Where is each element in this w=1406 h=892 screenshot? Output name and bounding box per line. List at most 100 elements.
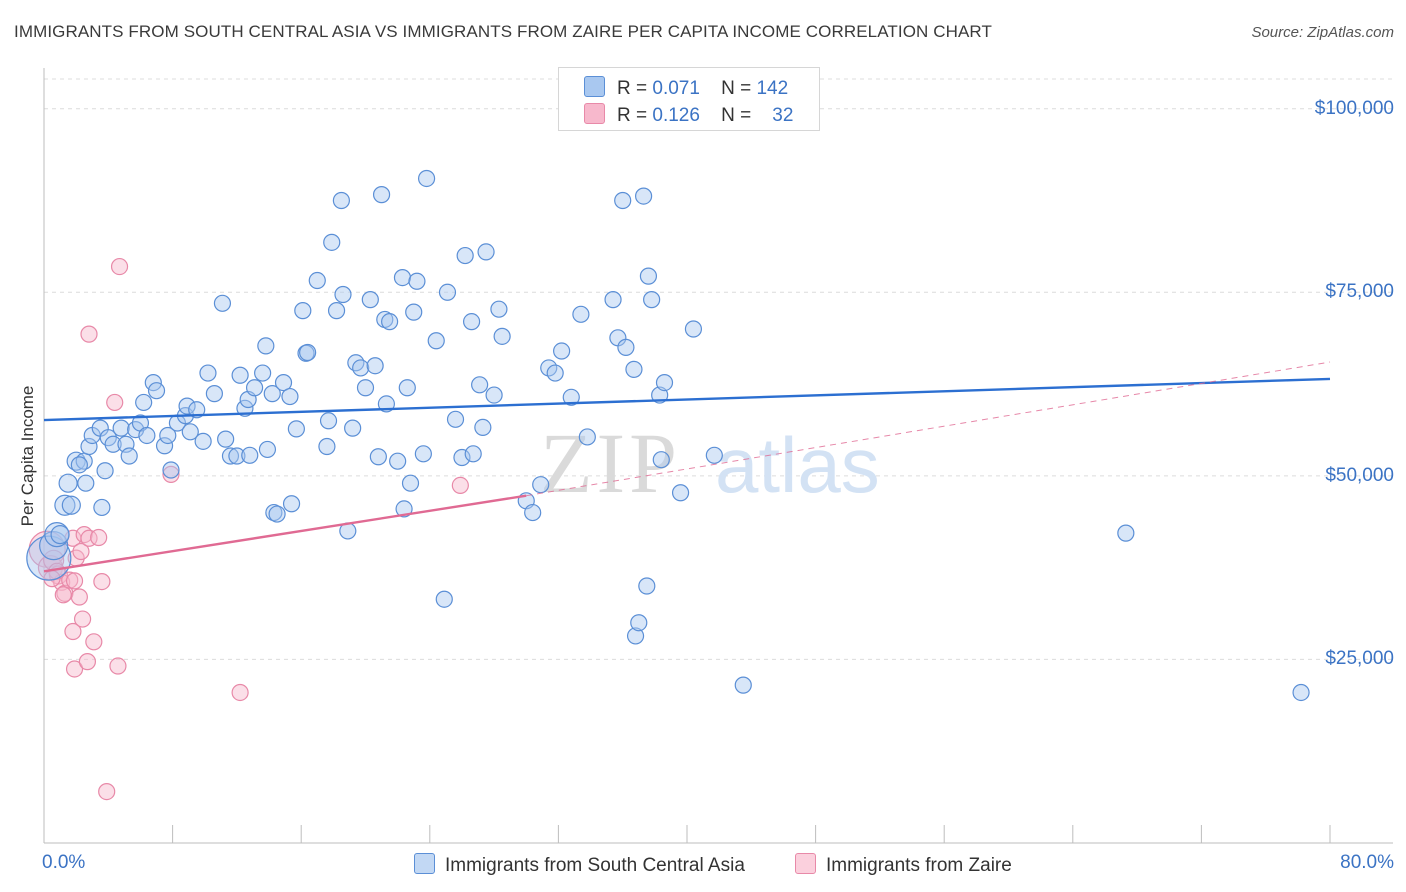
data-point-blue bbox=[453, 448, 471, 467]
data-point-blue bbox=[456, 246, 474, 265]
axes bbox=[43, 68, 1393, 844]
data-point-blue bbox=[263, 385, 281, 403]
data-point-blue bbox=[395, 500, 413, 518]
data-point-blue bbox=[257, 337, 275, 355]
data-point-blue bbox=[617, 338, 635, 356]
data-point-pink bbox=[106, 393, 124, 412]
data-point-blue bbox=[417, 169, 436, 188]
data-point-blue bbox=[626, 627, 645, 645]
legend-swatch-blue bbox=[584, 76, 605, 97]
series-south-central-asia-points bbox=[26, 169, 1310, 702]
bottom-legend-label-pink: Immigrants from Zaire bbox=[826, 855, 1012, 876]
x-axis-max-label: 80.0% bbox=[1340, 852, 1394, 873]
trend-line-pink-extension bbox=[526, 361, 1331, 497]
data-point-blue bbox=[231, 366, 249, 384]
bottom-legend-pink: Immigrants from Zaire bbox=[795, 853, 1012, 877]
data-point-blue bbox=[308, 271, 326, 290]
bottom-legend-blue: Immigrants from South Central Asia bbox=[414, 853, 745, 877]
data-point-blue bbox=[178, 397, 196, 415]
legend-n-label: N = bbox=[721, 78, 752, 99]
data-point-blue bbox=[104, 435, 122, 453]
data-point-blue bbox=[228, 447, 246, 465]
gridlines bbox=[44, 78, 1393, 660]
series-zaire-points bbox=[28, 257, 469, 801]
data-point-pink bbox=[85, 633, 103, 651]
data-point-blue bbox=[241, 446, 259, 464]
y-tick-label: $50,000 bbox=[1325, 464, 1394, 486]
legend-r-label: R = bbox=[617, 105, 648, 126]
data-point-blue bbox=[734, 676, 752, 694]
legend-n-value: 32 bbox=[772, 105, 794, 126]
data-point-blue bbox=[490, 300, 508, 318]
source-label: Source: ZipAtlas.com bbox=[1251, 24, 1394, 41]
x-axis-min-label: 0.0% bbox=[42, 852, 86, 873]
data-point-blue bbox=[194, 432, 212, 450]
data-point-pink bbox=[98, 782, 116, 801]
data-point-blue bbox=[477, 243, 495, 261]
correlation-legend: R = 0.071 N = 142 R = 0.126 N = 32 bbox=[558, 67, 820, 131]
data-point-blue bbox=[655, 374, 674, 392]
data-point-blue bbox=[405, 303, 423, 321]
data-point-blue bbox=[213, 294, 232, 312]
data-point-pink bbox=[78, 653, 97, 671]
bottom-legend-swatch-blue bbox=[414, 853, 435, 874]
data-point-blue bbox=[435, 590, 453, 608]
data-point-blue bbox=[199, 364, 217, 382]
data-point-blue bbox=[572, 305, 590, 323]
data-point-blue bbox=[138, 426, 156, 445]
legend-row-blue: R = 0.071 N = 142 bbox=[584, 76, 788, 100]
y-axis-label: Per Capita Income bbox=[18, 385, 37, 527]
data-point-blue bbox=[352, 359, 370, 377]
data-point-blue bbox=[438, 283, 457, 301]
data-point-blue bbox=[393, 269, 412, 287]
data-point-blue bbox=[398, 379, 416, 397]
data-point-pink bbox=[64, 622, 82, 641]
data-point-blue bbox=[464, 445, 482, 463]
data-point-pink bbox=[80, 325, 98, 343]
data-point-blue bbox=[80, 437, 98, 456]
data-point-blue bbox=[188, 401, 206, 419]
data-point-blue bbox=[553, 342, 571, 360]
data-point-blue bbox=[221, 447, 240, 465]
data-point-blue bbox=[414, 445, 432, 463]
data-point-blue bbox=[446, 410, 465, 428]
data-point-pink bbox=[80, 529, 98, 547]
data-point-blue bbox=[372, 186, 391, 204]
trend-line-pink bbox=[43, 494, 527, 573]
data-point-pink bbox=[61, 571, 79, 589]
legend-r-value: 0.126 bbox=[652, 105, 700, 126]
data-point-blue bbox=[546, 364, 564, 382]
data-point-blue bbox=[361, 291, 379, 309]
data-point-blue bbox=[532, 476, 550, 494]
legend-n-label: N = bbox=[721, 105, 752, 126]
data-point-blue bbox=[604, 291, 622, 309]
data-point-blue bbox=[162, 461, 180, 479]
data-point-blue bbox=[217, 430, 235, 448]
data-point-blue bbox=[427, 332, 445, 350]
data-point-blue bbox=[1117, 524, 1135, 542]
data-point-blue bbox=[294, 302, 312, 320]
data-point-blue bbox=[401, 474, 420, 492]
data-point-pink bbox=[65, 572, 84, 590]
data-point-blue bbox=[684, 320, 703, 338]
data-point-blue bbox=[281, 387, 299, 406]
legend-r-label: R = bbox=[617, 78, 648, 99]
legend-row-pink: R = 0.126 N = 32 bbox=[584, 103, 793, 127]
data-point-pink bbox=[54, 586, 72, 604]
data-point-blue bbox=[366, 357, 384, 375]
data-point-pink bbox=[65, 660, 84, 678]
bottom-legend-swatch-pink bbox=[795, 853, 816, 874]
data-point-blue bbox=[120, 447, 138, 465]
data-point-blue bbox=[614, 191, 632, 210]
data-point-pink bbox=[110, 257, 129, 276]
data-point-blue bbox=[625, 360, 643, 378]
data-point-pink bbox=[70, 588, 88, 606]
data-point-blue bbox=[369, 448, 387, 466]
data-point-blue bbox=[254, 364, 272, 382]
data-point-blue bbox=[77, 474, 95, 492]
data-point-pink bbox=[73, 610, 92, 628]
data-point-pink bbox=[72, 542, 90, 561]
data-point-blue bbox=[323, 233, 341, 251]
watermark-atlas: atlas bbox=[715, 421, 880, 509]
data-point-pink bbox=[109, 657, 127, 675]
